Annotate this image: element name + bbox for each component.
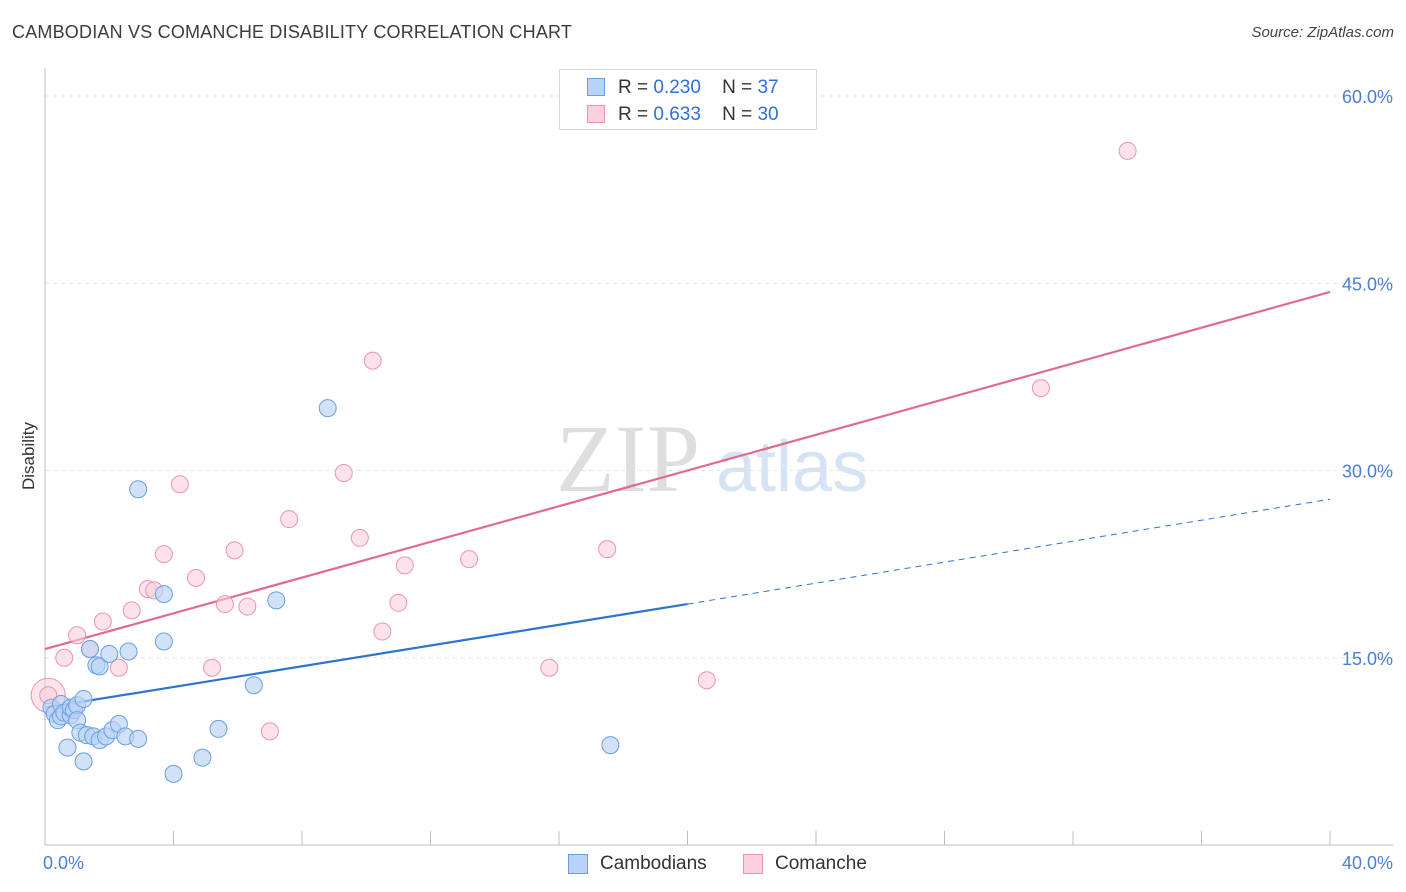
watermark: ZIP atlas (556, 405, 868, 512)
cambodians-point (154, 632, 173, 651)
comanche-point (260, 722, 279, 741)
legend-n-label: N = (722, 77, 753, 98)
cambodians-point (74, 752, 93, 771)
tick-labels: 15.0% 30.0% 45.0% 60.0% 0.0% 40.0% (43, 87, 1393, 873)
comanche-point (1118, 141, 1137, 160)
y-tick-label: 15.0% (1342, 649, 1393, 669)
comanche-point (280, 510, 299, 529)
comanche-point (350, 528, 369, 547)
comanche-point (122, 601, 141, 620)
cambodians-point (244, 676, 263, 695)
comanche-point (186, 568, 205, 587)
comanche-point (93, 612, 112, 631)
comanche-point (598, 540, 617, 559)
cambodians-point (58, 738, 77, 757)
legend-r-value: 0.633 (653, 104, 701, 125)
source-label: Source: ZipAtlas.com (1251, 24, 1394, 41)
comanche-point (225, 541, 244, 560)
legend-swatch-comanche (743, 854, 763, 874)
x-tick-label: 40.0% (1342, 853, 1393, 873)
legend-n-value: 30 (757, 104, 779, 125)
comanche-point (697, 671, 716, 690)
data-points (30, 141, 1137, 783)
legend-r-label: R = (618, 77, 649, 98)
watermark-zip: ZIP (556, 405, 700, 512)
legend-n-label: N = (722, 104, 753, 125)
cambodians-point (74, 689, 93, 708)
comanche-point (109, 658, 128, 677)
legend-label-cambodians: Cambodians (600, 853, 707, 874)
cambodians-point (129, 480, 148, 499)
y-tick-label: 45.0% (1342, 274, 1393, 294)
legend-row-cambodians: R = 0.230 N = 37 (560, 74, 816, 100)
trend-line-cambodians-extrapolated (687, 498, 1331, 605)
legend-swatch-cambodians (587, 78, 605, 96)
axes (44, 68, 1393, 846)
comanche-point (215, 595, 234, 614)
comanche-point (170, 475, 189, 494)
legend-r-value: 0.230 (653, 77, 701, 98)
cambodians-point (100, 645, 119, 664)
comanche-point (540, 658, 559, 677)
cambodians-point (129, 729, 148, 748)
comanche-point (68, 626, 87, 645)
gridlines (45, 95, 1393, 659)
comanche-point (1031, 379, 1050, 398)
correlation-legend: R = 0.230 N = 37 R = 0.633 N = 30 (559, 69, 817, 130)
comanche-point (363, 351, 382, 370)
comanche-point (238, 597, 257, 616)
cambodians-point (601, 736, 620, 755)
trend-line-comanche (44, 290, 1331, 651)
cambodians-point (193, 748, 212, 767)
comanche-point (389, 593, 408, 612)
cambodians-point (154, 585, 173, 604)
legend-row-comanche: R = 0.633 N = 30 (560, 101, 816, 127)
comanche-point (203, 658, 222, 677)
watermark-atlas: atlas (716, 427, 868, 507)
cambodians-point (80, 640, 99, 659)
legend-r-label: R = (618, 104, 649, 125)
trend-lines (44, 290, 1331, 709)
x-tick-label: 0.0% (43, 853, 84, 873)
cambodians-point (164, 764, 183, 783)
comanche-point (460, 550, 479, 569)
chart-title: CAMBODIAN VS COMANCHE DISABILITY CORRELA… (12, 22, 573, 42)
y-axis-label: Disability (19, 421, 38, 490)
cambodians-point (267, 591, 286, 610)
comanche-point (395, 556, 414, 575)
comanche-point (373, 622, 392, 641)
legend-label-comanche: Comanche (775, 853, 867, 874)
trend-line-cambodians (44, 602, 688, 709)
legend-swatch-comanche (587, 105, 605, 123)
legend-n-value: 37 (757, 77, 779, 98)
y-tick-label: 60.0% (1342, 87, 1393, 107)
y-tick-label: 30.0% (1342, 462, 1393, 482)
comanche-point (334, 463, 353, 482)
cambodians-point (318, 399, 337, 418)
cambodians-point (209, 719, 228, 738)
cambodians-point (90, 657, 109, 676)
legend-swatch-cambodians (568, 854, 588, 874)
comanche-point (55, 648, 74, 667)
comanche-point (154, 545, 173, 564)
cambodians-point (119, 642, 138, 661)
